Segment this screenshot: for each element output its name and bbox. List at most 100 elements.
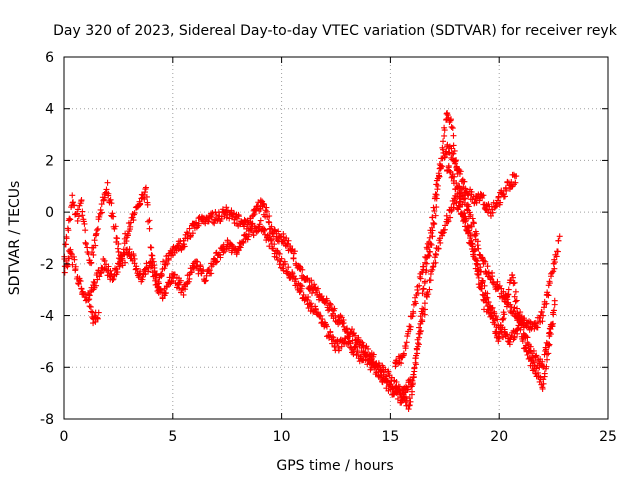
data-point xyxy=(513,297,520,304)
data-point xyxy=(103,186,110,193)
x-tick-label: 5 xyxy=(168,429,177,445)
data-point xyxy=(519,338,526,345)
data-point xyxy=(505,286,512,293)
data-point xyxy=(85,297,92,304)
data-point xyxy=(113,265,120,272)
data-point xyxy=(327,329,334,336)
data-point xyxy=(447,214,454,221)
data-point xyxy=(431,207,438,214)
data-point xyxy=(276,250,283,257)
data-point xyxy=(427,248,434,255)
data-point xyxy=(490,199,497,206)
data-point xyxy=(69,192,76,199)
data-point xyxy=(182,286,189,293)
data-point xyxy=(511,279,518,286)
series-track-b xyxy=(61,192,557,406)
data-point xyxy=(131,209,138,216)
data-point xyxy=(429,214,436,221)
data-point xyxy=(416,324,423,331)
data-point xyxy=(108,200,115,207)
data-point xyxy=(82,239,89,246)
data-point xyxy=(76,275,83,282)
data-point xyxy=(428,229,435,236)
data-point xyxy=(88,308,95,315)
data-point xyxy=(479,277,486,284)
data-point xyxy=(96,213,103,220)
data-point xyxy=(550,307,557,314)
data-point xyxy=(317,312,324,319)
data-point xyxy=(414,350,421,357)
data-point xyxy=(398,360,405,367)
data-point xyxy=(266,231,273,238)
data-point xyxy=(419,269,426,276)
data-point xyxy=(275,228,282,235)
data-point xyxy=(186,275,193,282)
data-point xyxy=(480,192,487,199)
data-point xyxy=(515,325,522,332)
data-point xyxy=(142,186,149,193)
data-point xyxy=(408,391,415,398)
data-point xyxy=(441,154,448,161)
data-point xyxy=(416,334,423,341)
data-point xyxy=(471,247,478,254)
data-point xyxy=(462,195,469,202)
data-point xyxy=(271,226,278,233)
data-point xyxy=(94,225,101,232)
data-point xyxy=(534,324,541,331)
data-point xyxy=(188,269,195,276)
data-point xyxy=(181,243,188,250)
data-point xyxy=(261,227,268,234)
data-point xyxy=(92,242,99,249)
data-point xyxy=(406,402,413,409)
data-point xyxy=(439,230,446,237)
data-point xyxy=(148,244,155,251)
data-point xyxy=(358,339,365,346)
data-point xyxy=(158,270,165,277)
data-point xyxy=(451,173,458,180)
data-point xyxy=(269,245,276,252)
data-point xyxy=(530,347,537,354)
y-tick-label: -6 xyxy=(40,360,54,376)
data-point xyxy=(126,246,133,253)
data-point xyxy=(433,251,440,258)
data-point xyxy=(308,277,315,284)
data-point xyxy=(71,256,78,263)
data-point xyxy=(69,261,76,268)
data-point xyxy=(409,377,416,384)
data-point xyxy=(473,230,480,237)
data-point xyxy=(327,300,334,307)
data-point xyxy=(214,258,221,265)
data-point xyxy=(118,255,125,262)
data-point xyxy=(482,258,489,265)
data-point xyxy=(539,358,546,365)
data-point xyxy=(257,197,264,204)
data-point xyxy=(441,127,448,134)
data-point xyxy=(481,282,488,289)
data-point xyxy=(541,363,548,370)
data-point xyxy=(330,334,337,341)
data-point xyxy=(282,260,289,267)
data-point xyxy=(110,276,117,283)
data-point xyxy=(377,366,384,373)
data-point xyxy=(478,285,485,292)
data-point xyxy=(142,184,149,191)
x-tick-label: 25 xyxy=(599,429,617,445)
data-point xyxy=(307,286,314,293)
data-point xyxy=(155,278,162,285)
data-point xyxy=(292,275,299,282)
data-point xyxy=(344,325,351,332)
x-tick-label: 10 xyxy=(273,429,291,445)
data-point xyxy=(440,229,447,236)
data-point xyxy=(252,225,259,232)
data-point xyxy=(304,275,311,282)
data-point xyxy=(539,318,546,325)
data-point xyxy=(544,356,551,363)
data-point xyxy=(442,222,449,229)
data-point xyxy=(459,186,466,193)
data-point xyxy=(98,201,105,208)
data-point xyxy=(208,270,215,277)
data-point xyxy=(90,278,97,285)
data-point xyxy=(457,185,464,192)
data-point xyxy=(122,259,129,266)
data-point xyxy=(429,266,436,273)
